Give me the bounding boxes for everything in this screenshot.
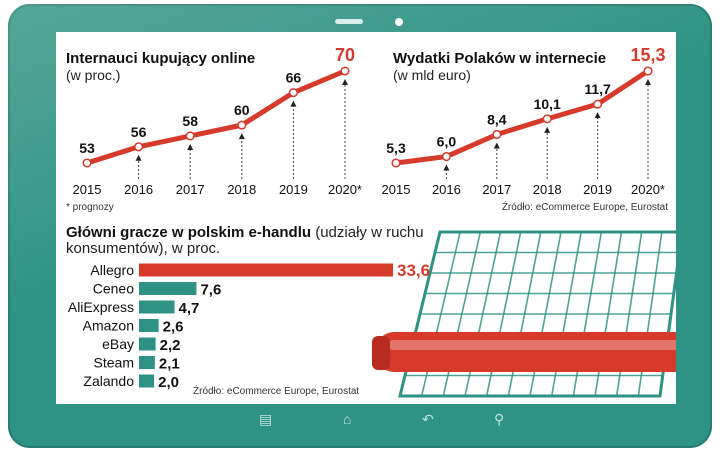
- chart-online-spending: Wydatki Polaków w internecie (w mld euro…: [382, 45, 669, 213]
- chart1-guide-arrow: [238, 133, 245, 140]
- chart1-tick-label: 2020*: [328, 182, 362, 197]
- chart3-title-line1: Główni gracze w polskim e-handlu (udział…: [66, 224, 424, 241]
- bar-category-label: Steam: [94, 355, 134, 371]
- chart2-subtitle: (w mld euro): [393, 67, 471, 83]
- back-icon[interactable]: ↶: [422, 411, 434, 427]
- chart2-tick-label: 2018: [533, 182, 562, 197]
- chart3-title-rest: (udziały w ruchu: [311, 224, 424, 241]
- chart2-data-label: 6,0: [437, 134, 457, 150]
- chart2-tick-label: 2017: [482, 182, 511, 197]
- cart-handle-cap: [372, 336, 390, 370]
- chart1-data-label: 60: [234, 102, 250, 118]
- bar-value-label: 2,1: [159, 356, 180, 373]
- bar-value-label: 4,7: [179, 300, 200, 317]
- search-icon[interactable]: ⚲: [494, 411, 505, 427]
- chart2-guide-arrow: [594, 112, 601, 119]
- chart2-data-label: 5,3: [386, 140, 406, 156]
- cart-handle-cap: [688, 336, 706, 370]
- chart1-data-label: 70: [335, 45, 355, 65]
- chart1-tick-label: 2019: [279, 182, 308, 197]
- chart2-data-label: 11,7: [584, 81, 611, 97]
- bar: [139, 319, 159, 332]
- chart1-guide-arrow: [135, 154, 142, 161]
- chart1-data-label: 53: [79, 140, 95, 156]
- chart1-data-label: 56: [131, 124, 147, 140]
- chart2-point: [391, 158, 401, 168]
- chart2-tick-label: 2016: [432, 182, 461, 197]
- bar: [139, 300, 175, 314]
- bar-category-label: Ceneo: [93, 281, 134, 297]
- chart1-guide-arrow: [290, 100, 297, 107]
- chart1-data-label: 66: [286, 70, 302, 86]
- chart1-tick-label: 2016: [124, 182, 153, 197]
- bar: [139, 282, 197, 295]
- chart1-point: [134, 142, 144, 152]
- chart1-guide-arrow: [187, 143, 194, 150]
- chart2-data-label: 10,1: [534, 96, 561, 112]
- chart3-title-bold: Główni gracze w polskim e-handlu: [66, 224, 311, 241]
- chart2-tick-label: 2019: [583, 182, 612, 197]
- chart2-guide-arrow: [443, 164, 450, 171]
- chart2-guide-arrow: [544, 126, 551, 133]
- home-icon[interactable]: ⌂: [343, 411, 352, 427]
- chart2-point: [441, 152, 451, 162]
- chart2-data-label: 8,4: [487, 111, 507, 127]
- bar-category-label: AliExpress: [68, 299, 134, 315]
- chart2-tick-label: 2015: [382, 182, 411, 197]
- chart2-point: [643, 66, 653, 76]
- chart1-series-line: [84, 68, 348, 166]
- bar: [139, 356, 155, 369]
- bar-value-label: 2,2: [160, 337, 181, 354]
- bar-value-label: 2,0: [158, 374, 179, 391]
- bar: [139, 374, 155, 388]
- chart2-guide-arrow: [645, 79, 651, 85]
- menu-icon[interactable]: ▤: [259, 411, 273, 427]
- chart1-data-label: 58: [182, 113, 198, 129]
- chart1-tick-label: 2018: [227, 182, 256, 197]
- chart3-source: Źródło: eCommerce Europe, Eurostat: [193, 384, 359, 397]
- chart2-series-line: [393, 68, 651, 166]
- chart3-title-line2: konsumentów), w proc.: [66, 240, 220, 257]
- bar-value-label: 7,6: [200, 282, 221, 299]
- chart2-data-label: 15,3: [630, 45, 665, 65]
- chart2-point: [492, 129, 502, 140]
- cart-handle-shine: [388, 340, 676, 350]
- chart2-point: [593, 99, 603, 109]
- chart-online-buyers: Internauci kupujący online (w proc.) * p…: [66, 45, 362, 213]
- chart1-tick-label: 2015: [73, 182, 102, 197]
- camera-icon: [395, 18, 403, 26]
- chart1-point: [237, 120, 247, 130]
- chart1-point: [340, 66, 350, 76]
- speaker-icon: [335, 19, 363, 24]
- bar-value-label: 2,6: [163, 319, 184, 336]
- chart2-point: [542, 114, 552, 124]
- cart-handle: [376, 332, 676, 372]
- bar: [139, 337, 156, 351]
- chart1-title: Internauci kupujący online: [66, 50, 255, 67]
- bar-value-label: 33,6: [397, 261, 430, 280]
- chart1-tick-label: 2017: [176, 182, 205, 197]
- bar-category-label: eBay: [102, 336, 134, 352]
- bar-category-label: Zalando: [83, 373, 134, 389]
- bar-category-label: Amazon: [83, 318, 134, 334]
- chart1-guide-arrow: [342, 79, 348, 85]
- chart2-title: Wydatki Polaków w internecie: [393, 50, 606, 67]
- chart1-point: [185, 131, 195, 141]
- chart1-point: [82, 158, 92, 168]
- chart2-tick-label: 2020*: [631, 182, 665, 197]
- chart2-guide-arrow: [493, 142, 500, 149]
- chart1-note: * prognozy: [66, 202, 114, 213]
- chart-ecommerce-players: Główni gracze w polskim e-handlu (udział…: [66, 224, 430, 397]
- bar-category-label: Allegro: [90, 262, 134, 278]
- chart1-subtitle: (w proc.): [66, 67, 120, 83]
- shopping-cart-illustration: [372, 230, 706, 398]
- chart1-point: [288, 88, 298, 98]
- chart2-source: Źródło: eCommerce Europe, Eurostat: [502, 200, 668, 213]
- bar: [139, 263, 393, 277]
